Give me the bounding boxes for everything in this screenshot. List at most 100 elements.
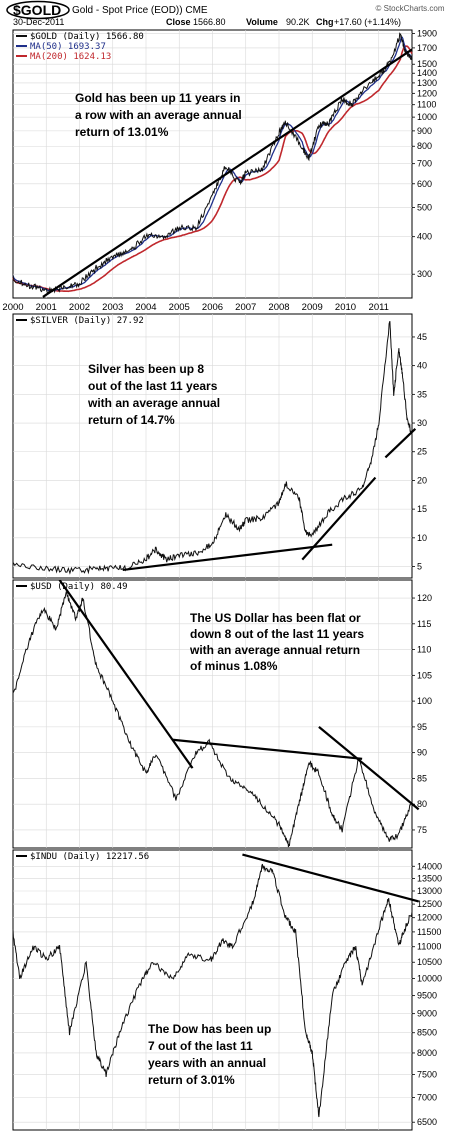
usd-trendline-1 (58, 579, 194, 769)
silver-legend-swatch (16, 319, 27, 321)
indu-y-tick-label: 13500 (417, 873, 442, 883)
x-tick-label: 2006 (202, 302, 223, 313)
usd-annotation-line: The US Dollar has been flat or (190, 611, 361, 625)
gold-y-tick-label: 1500 (417, 59, 437, 69)
silver-y-tick-label: 45 (417, 332, 427, 342)
indu-y-tick-label: 7500 (417, 1069, 437, 1079)
x-tick-label: 2007 (235, 302, 256, 313)
x-tick-label: 2004 (135, 302, 156, 313)
usd-y-tick-label: 90 (417, 748, 427, 758)
indu-y-tick-label: 8500 (417, 1028, 437, 1038)
indu-y-tick-label: 9500 (417, 991, 437, 1001)
usd-annotation-line: of minus 1.08% (190, 659, 278, 673)
usd-y-tick-label: 110 (417, 645, 431, 655)
silver-panel-title: $SILVER (Daily) 27.92 (30, 316, 144, 326)
indu-y-tick-label: 13000 (417, 886, 442, 896)
usd-y-tick-label: 115 (417, 619, 431, 629)
usd-y-tick-label: 100 (417, 696, 432, 706)
silver-y-tick-label: 15 (417, 504, 427, 514)
gold-price-line (12, 32, 413, 294)
gold-y-tick-label: 1300 (417, 78, 437, 88)
usd-trendline-3 (318, 726, 420, 811)
chg-label: Chg (316, 17, 334, 27)
silver-trendline-3 (384, 427, 417, 459)
usd-price-line (12, 591, 413, 848)
x-tick-label: 2001 (36, 302, 57, 313)
silver-price-line (12, 321, 413, 575)
close-value: 1566.80 (193, 17, 226, 27)
gold-annotation-line: Gold has been up 11 years in (75, 91, 240, 105)
silver-y-tick-label: 30 (417, 418, 427, 428)
x-axis-labels: 2000 2001 2002 2003 2004 2005 2006 2007 2008 2009… (2, 302, 389, 313)
source-watermark: © StockCharts.com (375, 4, 444, 13)
symbol-ellipse (6, 0, 70, 20)
silver-y-tick-label: 5 (417, 562, 422, 572)
gold-legend-label: MA(50) 1693.37 (30, 42, 106, 52)
silver-annotation-line: with an average annual (87, 396, 220, 410)
x-tick-label: 2008 (268, 302, 289, 313)
indu-y-tick-label: 12000 (417, 913, 442, 923)
usd-y-tick-label: 85 (417, 773, 427, 783)
indu-annotation-line: years with an annual (148, 1056, 266, 1070)
gold-annotation-line: a row with an average annual (75, 108, 242, 122)
gold-y-tick-label: 1900 (417, 28, 437, 38)
indu-y-tick-label: 14000 (417, 861, 442, 871)
indu-y-tick-label: 9000 (417, 1009, 437, 1019)
x-tick-label: 2000 (2, 302, 23, 313)
silver-y-tick-label: 10 (417, 533, 427, 543)
indu-legend-swatch (16, 855, 27, 857)
usd-y-tick-label: 105 (417, 670, 432, 680)
indu-y-tick-label: 8000 (417, 1048, 437, 1058)
indu-annotation-line: return of 3.01% (148, 1073, 235, 1087)
gold-y-tick-label: 400 (417, 232, 432, 242)
silver-annotation-line: out of the last 11 years (88, 379, 218, 393)
date-label: 30-Dec-2011 (13, 17, 64, 27)
x-tick-label: 2010 (335, 302, 356, 313)
gold-panel: 300 400 500 600 700 800 900 1000 1100 12001300140… (12, 28, 437, 299)
indu-panel-title: $INDU (Daily) 12217.56 (30, 852, 149, 862)
gold-legend-swatch (16, 45, 27, 47)
gold-y-tick-label: 800 (417, 141, 432, 151)
x-tick-label: 2002 (69, 302, 90, 313)
indu-y-tick-label: 7000 (417, 1092, 437, 1102)
gold-y-tick-label: 1100 (417, 100, 436, 110)
gold-y-tick-label: 300 (417, 269, 432, 279)
chg-value: +17.60 (+1.14%) (334, 17, 401, 27)
volume-value: 90.2K (286, 17, 310, 27)
silver-annotation-line: Silver has been up 8 (88, 362, 204, 376)
indu-annotation-line: 7 out of the last 11 (148, 1039, 253, 1053)
close-label: Close (166, 17, 191, 27)
x-tick-label: 2005 (169, 302, 190, 313)
usd-y-tick-label: 75 (417, 825, 427, 835)
gold-y-tick-label: 700 (417, 159, 432, 169)
gold-y-tick-label: 500 (417, 203, 432, 213)
gold-legend-label: $GOLD (Daily) 1566.80 (30, 32, 144, 42)
gold-y-tick-label: 1200 (417, 88, 437, 98)
indu-y-tick-label: 6500 (417, 1117, 437, 1127)
indu-trendline-1 (242, 853, 419, 903)
indu-y-tick-label: 11500 (417, 927, 441, 937)
indu-y-tick-label: 10000 (417, 974, 442, 984)
gold-annotation-line: return of 13.01% (75, 125, 169, 139)
silver-trendline-2 (301, 476, 377, 561)
gold-legend-swatch (16, 35, 27, 37)
chart-header: $GOLD Gold - Spot Price (EOD)) CME © Sto… (6, 0, 445, 27)
indu-y-tick-label: 12500 (417, 899, 442, 909)
usd-annotation-line: with an average annual return (189, 643, 360, 657)
volume-label: Volume (246, 17, 278, 27)
silver-panel: 5 10 15 20 25 30 35 40 45 $SILVER (Daily) 27.92 Si… (12, 313, 427, 579)
gold-ma200-line (12, 45, 413, 293)
gold-y-tick-label: 600 (417, 179, 432, 189)
silver-annotation-line: return of 14.7% (88, 413, 175, 427)
indu-panel: 6500 7000 7500 8000 8500 9000 9500 10000 10500 11… (12, 849, 442, 1131)
silver-y-tick-label: 40 (417, 361, 427, 371)
indu-y-tick-label: 11000 (417, 942, 441, 952)
gold-y-tick-label: 900 (417, 126, 432, 136)
usd-trendline-2 (172, 738, 363, 760)
x-tick-label: 2003 (102, 302, 123, 313)
indu-annotation-line: The Dow has been up (148, 1022, 271, 1036)
usd-y-tick-label: 120 (417, 593, 432, 603)
silver-y-tick-label: 20 (417, 475, 427, 485)
gold-y-tick-label: 1000 (417, 112, 437, 122)
